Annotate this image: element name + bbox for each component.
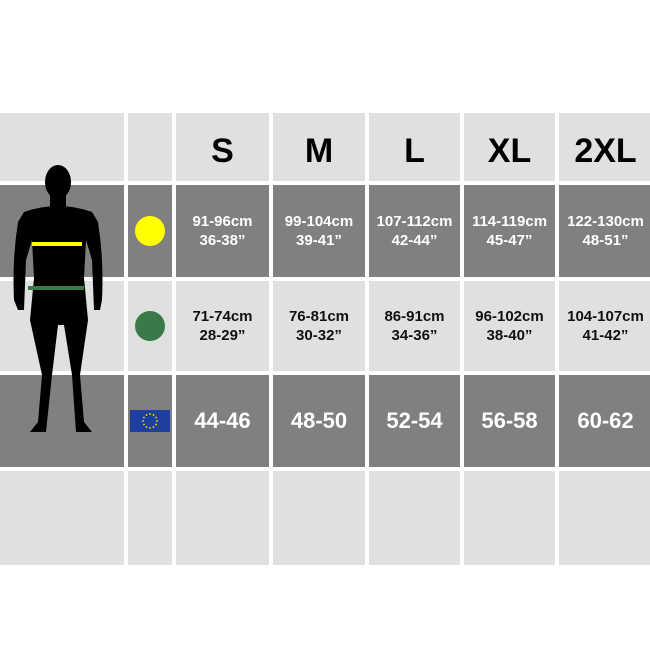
empty-cell [369, 471, 460, 565]
eu-star [143, 423, 145, 426]
empty-cell [273, 471, 365, 565]
eu-star [143, 416, 145, 419]
chest-cm: 99-104cm [284, 213, 354, 230]
size-header-xl: XL [464, 113, 555, 181]
waist-cell: 71-74cm 28-29” [176, 281, 269, 371]
chest-icon-cell [128, 185, 172, 277]
figure-cell [0, 185, 124, 277]
size-chart: S M L XL 2XL 91-96cm 36-38” 99-104cm 39-41… [0, 113, 650, 565]
eu-size-cell: 60-62 [559, 375, 650, 467]
waist-cell: 86-91cm 34-36” [369, 281, 460, 371]
eu-size-cell: 44-46 [176, 375, 269, 467]
chest-in: 36-38” [199, 232, 246, 249]
waist-cm: 71-74cm [192, 308, 253, 325]
eu-star [155, 423, 157, 426]
eu-star [152, 414, 155, 416]
waist-cell: 96-102cm 38-40” [464, 281, 555, 371]
eu-star [149, 427, 151, 429]
chest-in: 45-47” [486, 232, 533, 249]
empty-cell [559, 471, 650, 565]
eu-star [149, 413, 151, 415]
waist-cm: 104-107cm [567, 308, 644, 325]
eu-star [145, 414, 148, 416]
empty-cell [464, 471, 555, 565]
waist-in: 28-29” [199, 327, 246, 344]
empty-cell [0, 471, 124, 565]
eu-icon-cell [128, 375, 172, 467]
waist-cell: 76-81cm 30-32” [273, 281, 365, 371]
chest-cm: 114-119cm [471, 213, 548, 230]
eu-size-cell: 52-54 [369, 375, 460, 467]
figure-cell [0, 375, 124, 467]
figure-header-cell [0, 113, 124, 181]
chest-cell: 122-130cm 48-51” [559, 185, 650, 277]
eu-star [145, 426, 148, 428]
chest-in: 48-51” [582, 232, 629, 249]
figure-cell [0, 281, 124, 371]
size-header-m: M [273, 113, 365, 181]
waist-cell: 104-107cm 41-42” [559, 281, 650, 371]
eu-star [155, 416, 157, 419]
eu-size-cell: 56-58 [464, 375, 555, 467]
chest-yellow-circle-icon [135, 216, 165, 246]
chest-cell: 114-119cm 45-47” [464, 185, 555, 277]
waist-cm: 96-102cm [475, 308, 544, 325]
chest-cell: 107-112cm 42-44” [369, 185, 460, 277]
icon-header-cell [128, 113, 172, 181]
empty-cell [176, 471, 269, 565]
chest-cell: 99-104cm 39-41” [273, 185, 365, 277]
chest-cm: 122-130cm [567, 213, 644, 230]
waist-in: 41-42” [582, 327, 629, 344]
waist-icon-cell [128, 281, 172, 371]
eu-star [152, 426, 155, 428]
size-header-2xl: 2XL [559, 113, 650, 181]
waist-in: 30-32” [296, 327, 342, 344]
size-header-l: L [369, 113, 460, 181]
chest-cm: 107-112cm [376, 213, 453, 230]
chest-in: 42-44” [391, 232, 438, 249]
chest-in: 39-41” [296, 232, 342, 249]
size-header-s: S [176, 113, 269, 181]
eu-flag-icon [130, 410, 170, 432]
waist-in: 34-36” [391, 327, 438, 344]
waist-in: 38-40” [486, 327, 533, 344]
waist-green-circle-icon [135, 311, 165, 341]
chest-cm: 91-96cm [192, 213, 253, 230]
eu-star [156, 420, 158, 422]
empty-cell [128, 471, 172, 565]
waist-cm: 86-91cm [384, 308, 445, 325]
eu-size-cell: 48-50 [273, 375, 365, 467]
chest-cell: 91-96cm 36-38” [176, 185, 269, 277]
waist-cm: 76-81cm [288, 308, 350, 325]
eu-star [142, 420, 144, 422]
